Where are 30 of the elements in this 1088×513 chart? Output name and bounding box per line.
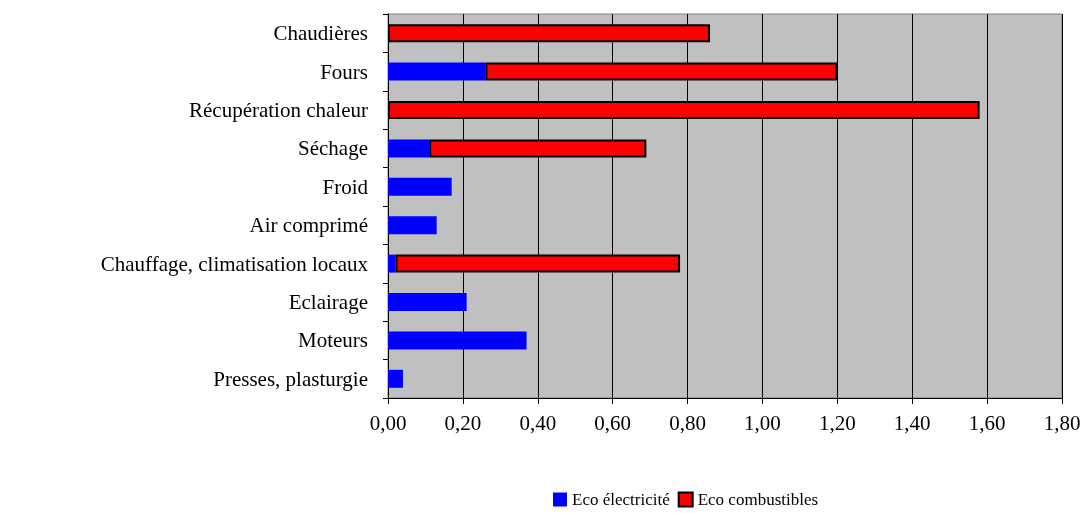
y-tick-label: Chaudières [273, 21, 368, 46]
bar [388, 331, 527, 350]
legend-label: Eco combustibles [697, 490, 819, 509]
y-tick-label: Eclairage [288, 290, 368, 314]
x-tick-label: 0,00 [369, 410, 407, 435]
y-tick-label: Séchage [298, 136, 368, 161]
x-tick-label: 1,00 [744, 410, 781, 435]
bar [388, 293, 467, 311]
y-tick-label: Fours [320, 59, 368, 84]
bar [388, 62, 486, 81]
y-tick-label: Froid [322, 174, 369, 199]
x-tick-label: 0,40 [519, 410, 557, 435]
y-tick-label: Presses, plasturgie [213, 366, 368, 391]
bar [388, 254, 396, 273]
x-tick-label: 0,60 [594, 410, 632, 435]
bar [388, 139, 430, 158]
y-tick-label: Chauffage, climatisation locaux [100, 251, 369, 276]
x-tick-label: 1,60 [968, 410, 1006, 435]
legend-label: Eco électricité [572, 490, 670, 509]
y-tick-label: Moteurs [298, 328, 368, 353]
y-tick-label: Récupération chaleur [189, 98, 368, 122]
y-tick-label: Air comprimé [249, 213, 368, 238]
x-tick-label: 0,20 [444, 410, 482, 435]
x-tick-label: 1,40 [893, 410, 931, 435]
bar [388, 369, 403, 388]
bar [388, 177, 452, 196]
x-tick-label: 1,20 [818, 410, 856, 435]
bar [388, 216, 437, 235]
x-tick-label: 0,80 [669, 410, 706, 435]
x-tick-label: 1,80 [1043, 410, 1081, 435]
